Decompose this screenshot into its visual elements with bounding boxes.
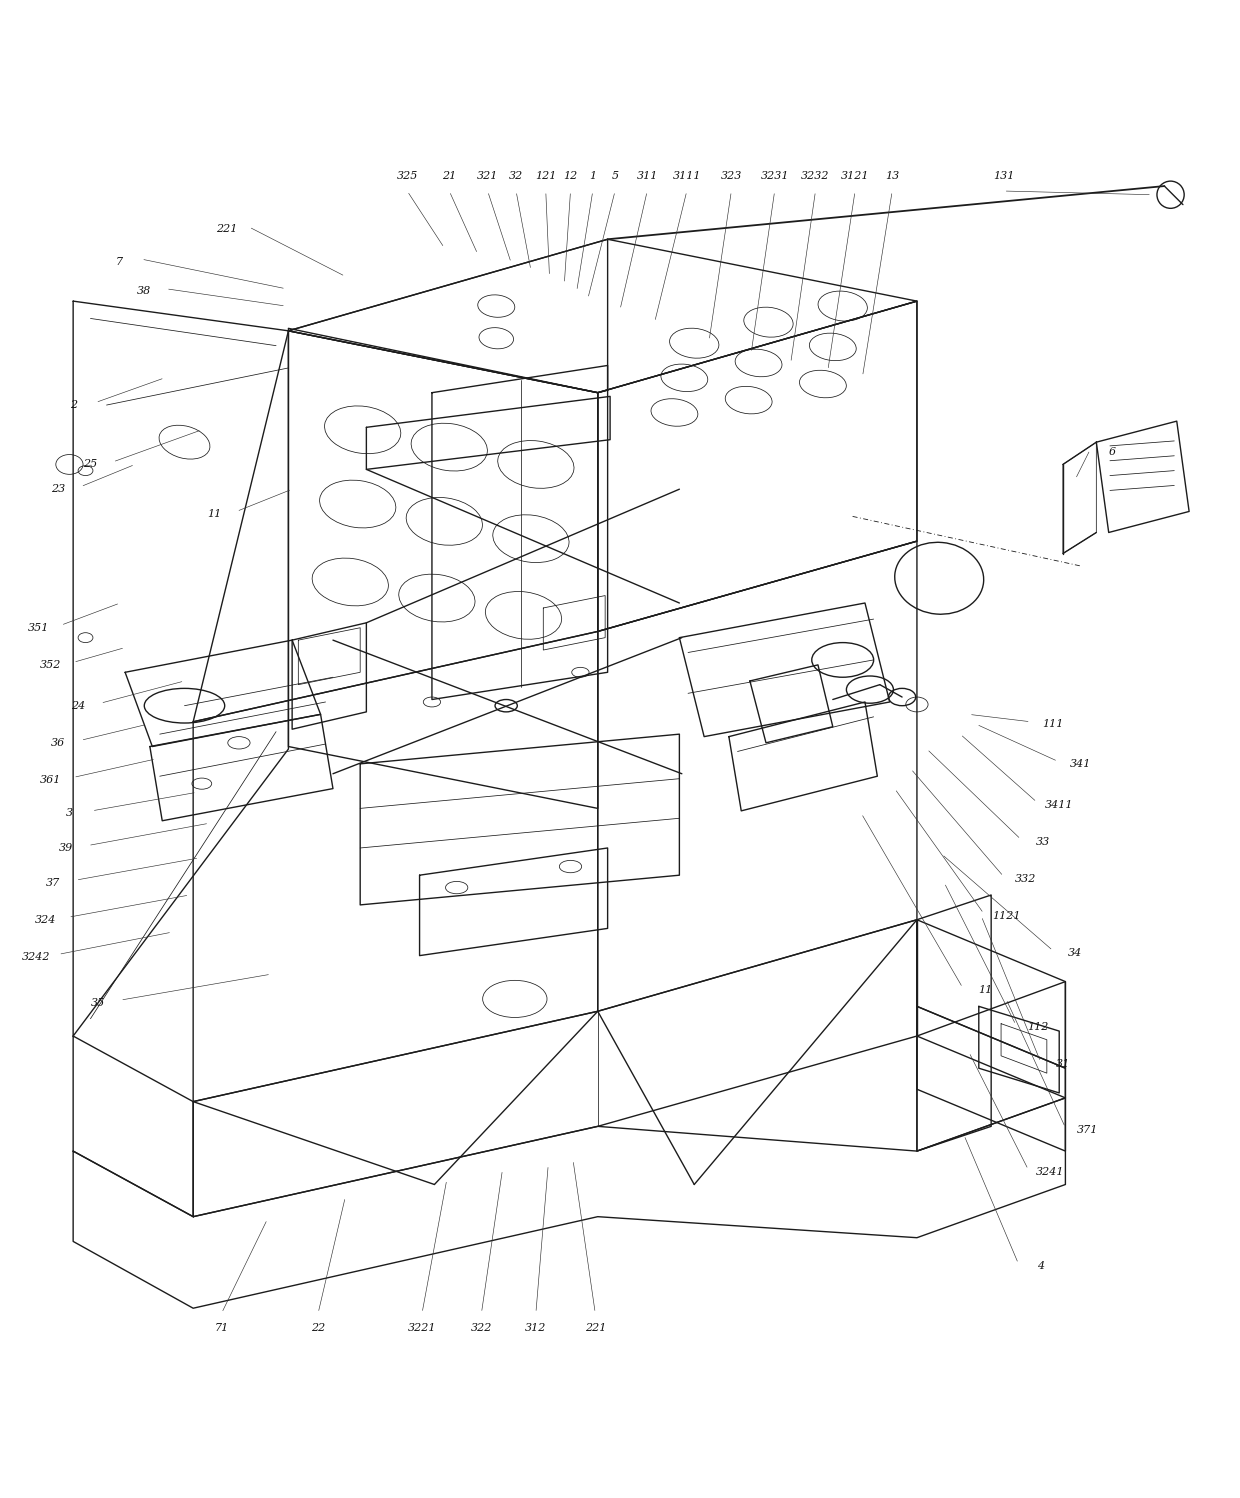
Text: 1121: 1121: [992, 911, 1021, 921]
Text: 3241: 3241: [1037, 1167, 1065, 1177]
Text: 312: 312: [526, 1323, 547, 1333]
Text: 39: 39: [58, 843, 73, 852]
Text: 4: 4: [1037, 1261, 1044, 1272]
Text: 332: 332: [1016, 873, 1037, 884]
Text: 12: 12: [563, 171, 578, 181]
Text: 324: 324: [35, 915, 57, 924]
Text: 11: 11: [978, 986, 992, 995]
Text: 6: 6: [1109, 446, 1116, 457]
Text: 23: 23: [51, 484, 66, 494]
Text: 371: 371: [1078, 1125, 1099, 1135]
Text: 3411: 3411: [1045, 800, 1074, 810]
Text: 321: 321: [477, 171, 498, 181]
Text: 34: 34: [1068, 948, 1083, 959]
Text: 341: 341: [1070, 759, 1091, 768]
Text: 221: 221: [584, 1323, 606, 1333]
Text: 3232: 3232: [801, 171, 830, 181]
Text: 3221: 3221: [408, 1323, 436, 1333]
Text: 325: 325: [397, 171, 418, 181]
Text: 21: 21: [443, 171, 456, 181]
Text: 131: 131: [993, 171, 1014, 181]
Text: 3111: 3111: [672, 171, 701, 181]
Text: 22: 22: [311, 1323, 325, 1333]
Text: 33: 33: [1035, 837, 1050, 846]
Text: 311: 311: [636, 171, 658, 181]
Text: 3: 3: [66, 809, 73, 818]
Text: 7: 7: [115, 256, 123, 267]
Text: 322: 322: [471, 1323, 492, 1333]
Text: 25: 25: [83, 460, 98, 469]
Text: 36: 36: [51, 739, 66, 748]
Text: 221: 221: [216, 225, 237, 234]
Text: 111: 111: [1043, 719, 1064, 730]
Text: 361: 361: [40, 774, 62, 785]
Text: 37: 37: [46, 878, 61, 888]
Text: 121: 121: [536, 171, 557, 181]
Text: 38: 38: [136, 286, 151, 297]
Text: 1: 1: [589, 171, 596, 181]
Text: 71: 71: [215, 1323, 228, 1333]
Text: 31: 31: [1055, 1059, 1070, 1070]
Text: 13: 13: [885, 171, 899, 181]
Text: 11: 11: [207, 509, 221, 518]
Text: 3231: 3231: [760, 171, 789, 181]
Text: 5: 5: [611, 171, 619, 181]
Text: 2: 2: [69, 400, 77, 410]
Text: 35: 35: [91, 998, 105, 1008]
Text: 3121: 3121: [841, 171, 869, 181]
Text: 32: 32: [508, 171, 523, 181]
Text: 323: 323: [720, 171, 742, 181]
Text: 3242: 3242: [22, 951, 51, 962]
Text: 112: 112: [1028, 1022, 1049, 1032]
Text: 24: 24: [71, 701, 86, 710]
Text: 352: 352: [40, 659, 62, 670]
Text: 351: 351: [27, 623, 50, 632]
